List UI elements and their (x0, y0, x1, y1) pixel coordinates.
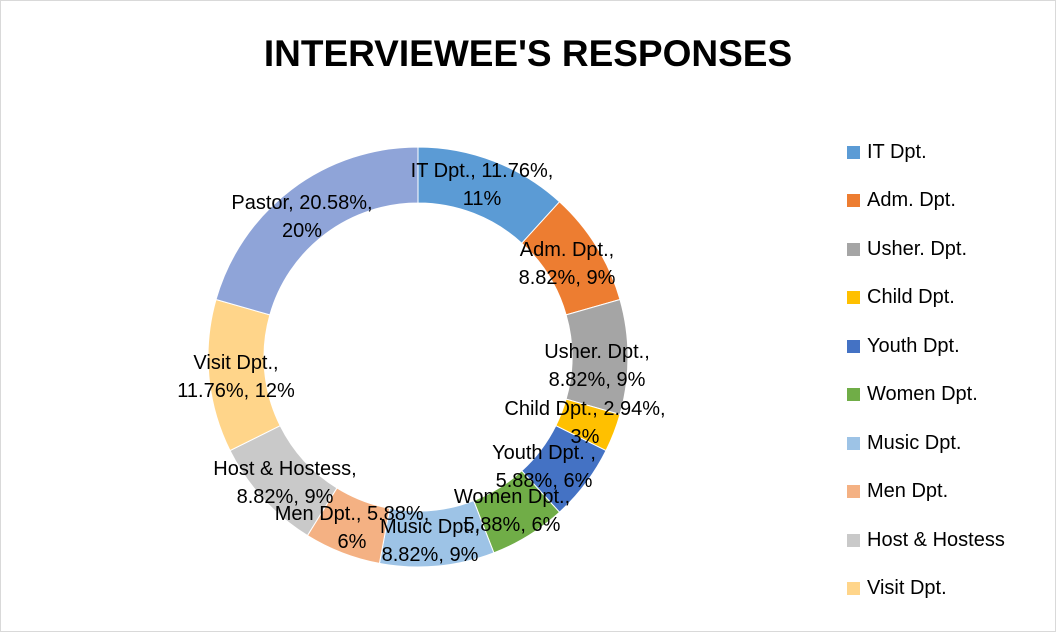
legend-item: IT Dpt. (847, 128, 1047, 177)
legend-item: Youth Dpt. (847, 322, 1047, 371)
legend-swatch (847, 145, 860, 159)
legend-label: Usher. Dpt. (867, 237, 968, 260)
legend-swatch (847, 194, 860, 208)
legend-item: Visit Dpt. (847, 565, 1047, 614)
doughnut-slices (207, 146, 629, 568)
data-label-9: Visit Dpt., 11.76%, 12% (177, 352, 295, 402)
data-label-7: Men Dpt., 5.88%, 6% (275, 503, 430, 553)
data-label-1: Adm. Dpt., 8.82%, 9% (519, 239, 616, 289)
legend-label: Men Dpt. (867, 480, 949, 503)
legend-label: Adm. Dpt. (867, 189, 956, 212)
legend-label: IT Dpt. (867, 140, 927, 163)
legend-swatch (847, 582, 860, 596)
legend-swatch (847, 291, 860, 305)
legend-item: Child Dpt. (847, 274, 1047, 323)
data-label-8: Host & Hostess, 8.82%, 9% (213, 458, 356, 508)
data-label-0: IT Dpt., 11.76%, 11% (411, 160, 554, 210)
data-label-3: Child Dpt., 2.94%, 3% (504, 398, 665, 448)
legend-item: Music Dpt. (847, 419, 1047, 468)
legend-item: Women Dpt. (847, 371, 1047, 420)
legend-swatch (847, 533, 860, 547)
legend-swatch (847, 485, 860, 499)
data-label-6: Music Dpt., 8.82%, 9% (380, 516, 480, 566)
data-label-4: Youth Dpt. , 5.88%, 6% (492, 442, 596, 492)
legend-label: Visit Dpt. (867, 577, 947, 600)
chart-legend: IT Dpt. Adm. Dpt. Usher. Dpt. Child Dpt. You… (847, 128, 1047, 613)
data-labels: IT Dpt., 11.76%, 11% Adm. Dpt., 8.82%, 9% Us… (177, 160, 665, 566)
legend-swatch (847, 339, 860, 353)
legend-swatch (847, 388, 860, 402)
slice-10 (215, 146, 419, 316)
legend-label: Host & Hostess (867, 528, 1005, 551)
legend-label: Child Dpt. (867, 286, 955, 309)
legend-swatch (847, 242, 860, 256)
legend-label: Music Dpt. (867, 431, 962, 454)
legend-item: Adm. Dpt. (847, 177, 1047, 226)
data-label-5: Women Dpt., 5.88%, 6% (454, 486, 570, 536)
legend-label: Youth Dpt. (867, 334, 960, 357)
data-label-10: Pastor, 20.58%, 20% (231, 192, 372, 242)
legend-item: Usher. Dpt. (847, 225, 1047, 274)
legend-label: Women Dpt. (867, 383, 978, 406)
slice-9 (207, 298, 281, 452)
legend-swatch (847, 436, 860, 450)
chart-title: INTERVIEWEE'S RESPONSES (263, 33, 793, 74)
data-label-2: Usher. Dpt., 8.82%, 9% (544, 341, 650, 391)
legend-item: Men Dpt. (847, 468, 1047, 517)
legend-item: Host & Hostess (847, 516, 1047, 565)
